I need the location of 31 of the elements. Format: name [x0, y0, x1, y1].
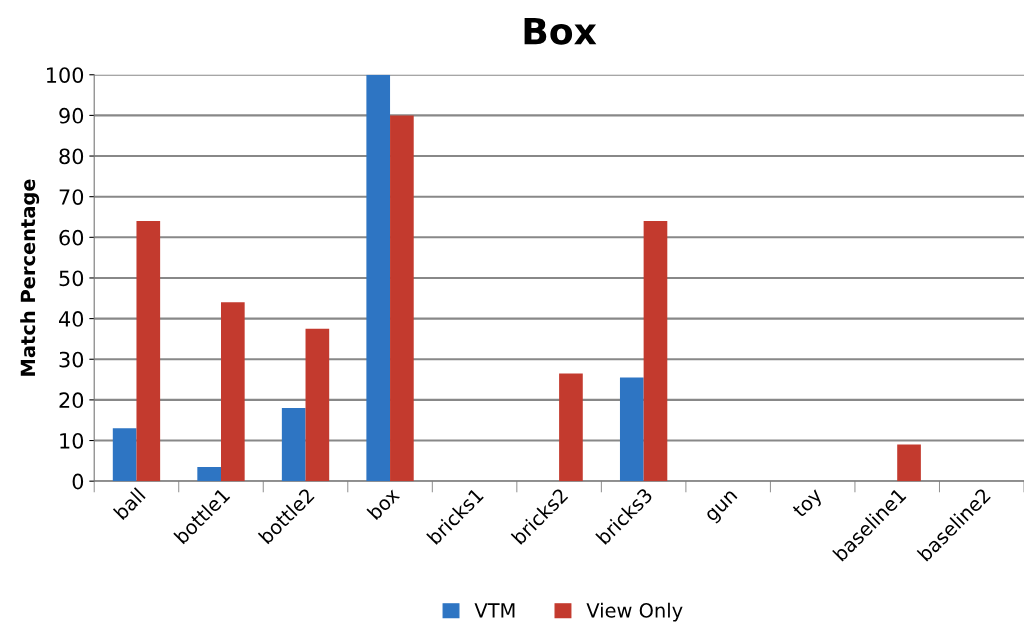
y-tick-label: 70 [59, 189, 84, 205]
x-tick-label: gun [705, 489, 741, 525]
bar [897, 444, 921, 482]
y-tick-label: 80 [59, 148, 84, 165]
legend-label: View Only [586, 602, 683, 622]
y-tick-label: 100 [47, 67, 84, 83]
y-tick-label: 0 [72, 473, 84, 490]
y-tick-label: 50 [59, 270, 84, 287]
y-axis-title: Match Percentage [20, 179, 40, 376]
bar [559, 373, 583, 482]
x-tick-label: box [366, 486, 401, 521]
x-tick-label: ball [112, 487, 146, 521]
y-tick-label: 40 [58, 311, 84, 327]
bar [366, 74, 391, 482]
bar [136, 221, 161, 482]
bar [390, 115, 414, 482]
bar [643, 221, 668, 482]
y-tick-label: 90 [59, 107, 84, 124]
y-tick-label: 30 [59, 351, 84, 368]
y-tick-label: 10 [60, 432, 84, 449]
bar [305, 328, 330, 482]
legend-label: VTM [474, 603, 515, 618]
bar [619, 377, 644, 482]
y-tick-label: 20 [59, 392, 84, 409]
bar [197, 466, 221, 482]
bar [221, 302, 245, 482]
x-tick-label: toy [791, 487, 826, 521]
chart-title: Box [524, 17, 597, 45]
y-tick-label: 60 [59, 229, 84, 246]
bar [112, 428, 137, 482]
bar [281, 408, 306, 482]
